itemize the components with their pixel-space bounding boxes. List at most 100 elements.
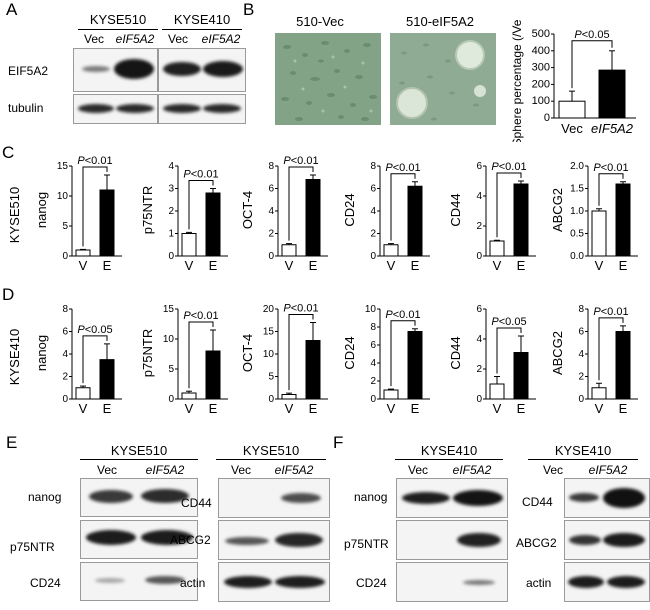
y-tick-label: 10 [57, 191, 69, 202]
x-tick-label: V [185, 401, 194, 416]
lane-label: eIF5A2 [274, 463, 314, 477]
significance-label: P<0.01 [491, 161, 526, 173]
blot-band [141, 530, 193, 545]
lane-label: eIF5A2 [588, 463, 628, 477]
western-blot [564, 478, 650, 518]
y-tick-label: 0 [370, 251, 376, 262]
significance-label: P<0.05 [491, 316, 526, 328]
y-tick-label: 2.0 [570, 161, 584, 172]
micrograph-texture [275, 33, 381, 125]
lane-label: Vec [96, 463, 117, 477]
x-tick-label: V [493, 258, 502, 273]
blot-band [95, 578, 125, 583]
bar [75, 249, 91, 257]
significance-bracket [496, 172, 522, 238]
y-tick-label: 10 [365, 304, 377, 315]
western-blot [396, 478, 508, 518]
row-label-d: KYSE410 [6, 302, 24, 412]
y-tick-label: 0 [268, 394, 274, 405]
group-label-kyse410: KYSE410 [173, 12, 231, 27]
bar [205, 350, 221, 400]
blot-band [114, 59, 154, 79]
sphere [396, 40, 486, 119]
y-tick-label: 6 [62, 327, 68, 338]
x-tick-label: V [595, 401, 604, 416]
bar [75, 387, 91, 400]
y-tick-label: 2 [62, 372, 68, 383]
x-tick-label: V [285, 258, 294, 273]
y-tick-label: 8 [62, 304, 68, 315]
bar-chart: ABCG2 0.0 0.5 1.0 1.5 2.0 V E P<0.01 [550, 161, 638, 273]
western-blot [80, 478, 198, 517]
bar [598, 69, 626, 119]
group-label-kyse510: KYSE510 [89, 12, 147, 27]
y-tick-label: 10 [263, 349, 275, 360]
x-tick-label: E [209, 258, 218, 273]
bar-chart: CD24 0 2 4 6 8 10 V E P<0.01 [342, 304, 430, 416]
y-tick-label: 6 [268, 184, 274, 195]
x-tick-label: V [595, 258, 604, 273]
panel-label-b: B [243, 0, 255, 19]
bar [205, 192, 221, 257]
bar [181, 392, 197, 400]
bar [558, 100, 586, 119]
bar [281, 244, 297, 257]
bar [281, 394, 297, 400]
group-underline [216, 459, 326, 460]
bar-chart: nanog 0 2 4 6 8 V E P<0.05 [34, 304, 122, 416]
western-blot [564, 520, 650, 560]
y-tick-label: 2 [476, 221, 482, 232]
lane-label: Vec [407, 463, 428, 477]
significance-bracket [82, 166, 108, 247]
blot-band [607, 576, 645, 588]
western-blot [218, 478, 330, 518]
y-tick-label: 5 [268, 372, 274, 383]
blot-row-label: ABCG2 [516, 536, 557, 550]
panel-label-e: E [6, 433, 18, 452]
y-tick-label: 0 [268, 251, 274, 262]
blot-band [457, 533, 501, 547]
blot-row-label: p75NTR [10, 540, 55, 554]
significance-bracket [188, 180, 214, 230]
axis-label: p75NTR [140, 186, 155, 234]
y-tick-label: 2 [370, 229, 376, 240]
western-blot [396, 520, 508, 560]
y-tick-label: 15 [57, 161, 69, 172]
bar [615, 183, 631, 257]
group-underline [162, 29, 242, 30]
y-tick-label: 6 [476, 304, 482, 315]
y-tick-label: 0 [168, 251, 174, 262]
y-tick-label: 4 [578, 349, 584, 360]
axis-label: nanog [34, 335, 49, 371]
y-tick-label: 15 [163, 304, 175, 315]
bar-chart: ABCG2 0 2 4 6 8 V E P<0.01 [550, 304, 638, 416]
lane-label: Vec [167, 32, 188, 46]
significance-label: P<0.05 [574, 29, 609, 41]
lane-label: eIF5A2 [145, 463, 185, 477]
significance-bracket [598, 317, 624, 381]
y-tick-label: 6 [578, 327, 584, 338]
x-tick-label: V [387, 258, 396, 273]
western-blot [80, 562, 198, 601]
blot-band [568, 576, 604, 588]
blot-row-label: CD24 [356, 576, 387, 590]
y-tick-label: 2 [168, 206, 174, 217]
bar [305, 340, 321, 400]
group-label: KYSE410 [420, 443, 478, 458]
western-blot [396, 562, 508, 602]
blot-band [569, 535, 601, 545]
significance-bracket [598, 173, 624, 206]
bar [591, 387, 607, 400]
y-tick-label: 8 [578, 304, 584, 315]
x-tick-label: V [493, 401, 502, 416]
y-tick-label: 4 [62, 349, 68, 360]
bar [99, 359, 115, 400]
bar-chart: CD24 0 2 4 6 8 V E P<0.01 [342, 161, 430, 273]
plot-area: 0 100 200 300 400 500 Vec eIF5A2 P<0.05 [532, 28, 636, 136]
y-tick-label: 0 [62, 394, 68, 405]
x-tick-label: eIF5A2 [591, 121, 634, 136]
blot-band [463, 580, 495, 585]
western-blot [158, 94, 246, 124]
y-tick-label: 1.0 [570, 206, 584, 217]
y-tick-label: 4 [476, 334, 482, 345]
